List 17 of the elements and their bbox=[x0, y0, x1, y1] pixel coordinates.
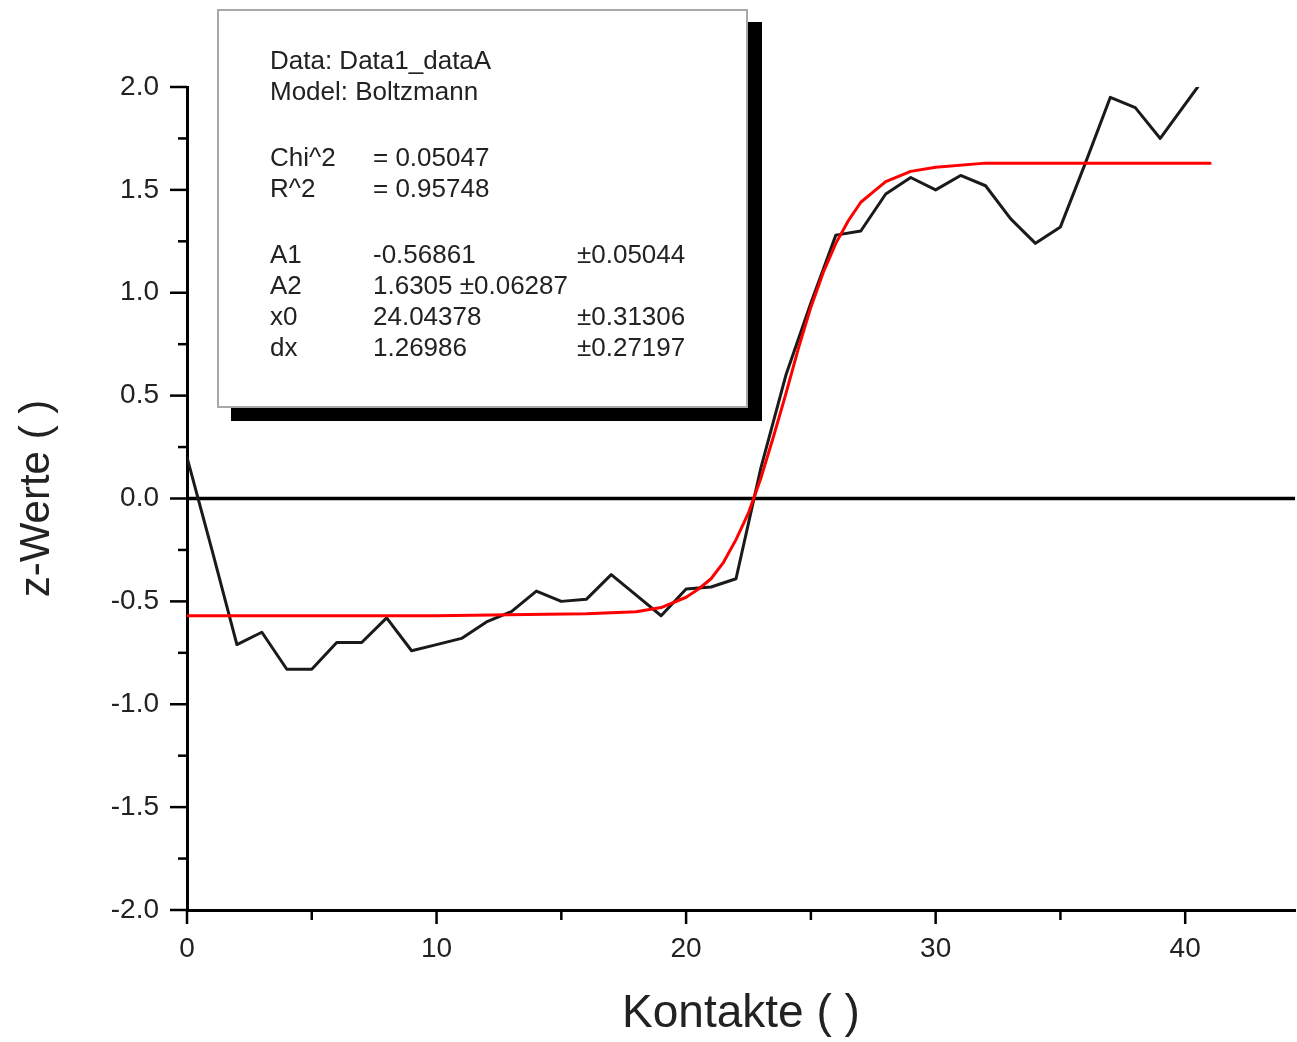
y-tick-label: -1.5 bbox=[110, 789, 159, 821]
x-axis-title: Kontakte ( ) bbox=[622, 985, 860, 1038]
y-tick-label: 0.5 bbox=[120, 378, 159, 410]
y-tick-label: -0.5 bbox=[110, 584, 159, 616]
y-tick-label: 1.5 bbox=[120, 172, 159, 204]
x-tick-label: 10 bbox=[420, 931, 453, 963]
y-tick-label: -1.0 bbox=[110, 686, 159, 718]
x-tick-label: 30 bbox=[920, 931, 952, 963]
annotation: Data: Data1_dataA Model: Boltzmann bbox=[270, 45, 492, 107]
x-tick-label: 0 bbox=[179, 931, 195, 963]
y-tick-label: 0.0 bbox=[120, 481, 159, 513]
y-tick-label: 1.0 bbox=[120, 275, 159, 307]
y-tick-label: 2.0 bbox=[120, 69, 159, 101]
x-tick-label: 20 bbox=[670, 931, 702, 963]
y-tick-label: -2.0 bbox=[110, 892, 159, 924]
y-axis-title: z-Werte ( ) bbox=[10, 399, 58, 598]
x-tick-label: 40 bbox=[1169, 931, 1201, 963]
